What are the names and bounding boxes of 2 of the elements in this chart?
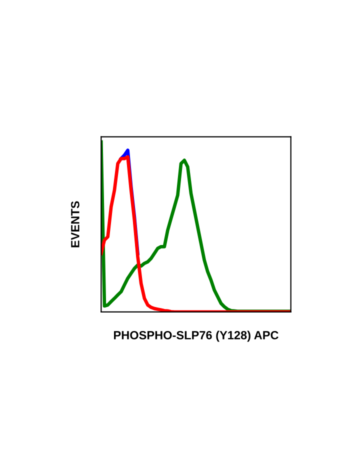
y-axis-title: EVENTS [71, 201, 80, 248]
x-axis-title: PHOSPHO-SLP76 (Y128) APC [114, 330, 278, 342]
